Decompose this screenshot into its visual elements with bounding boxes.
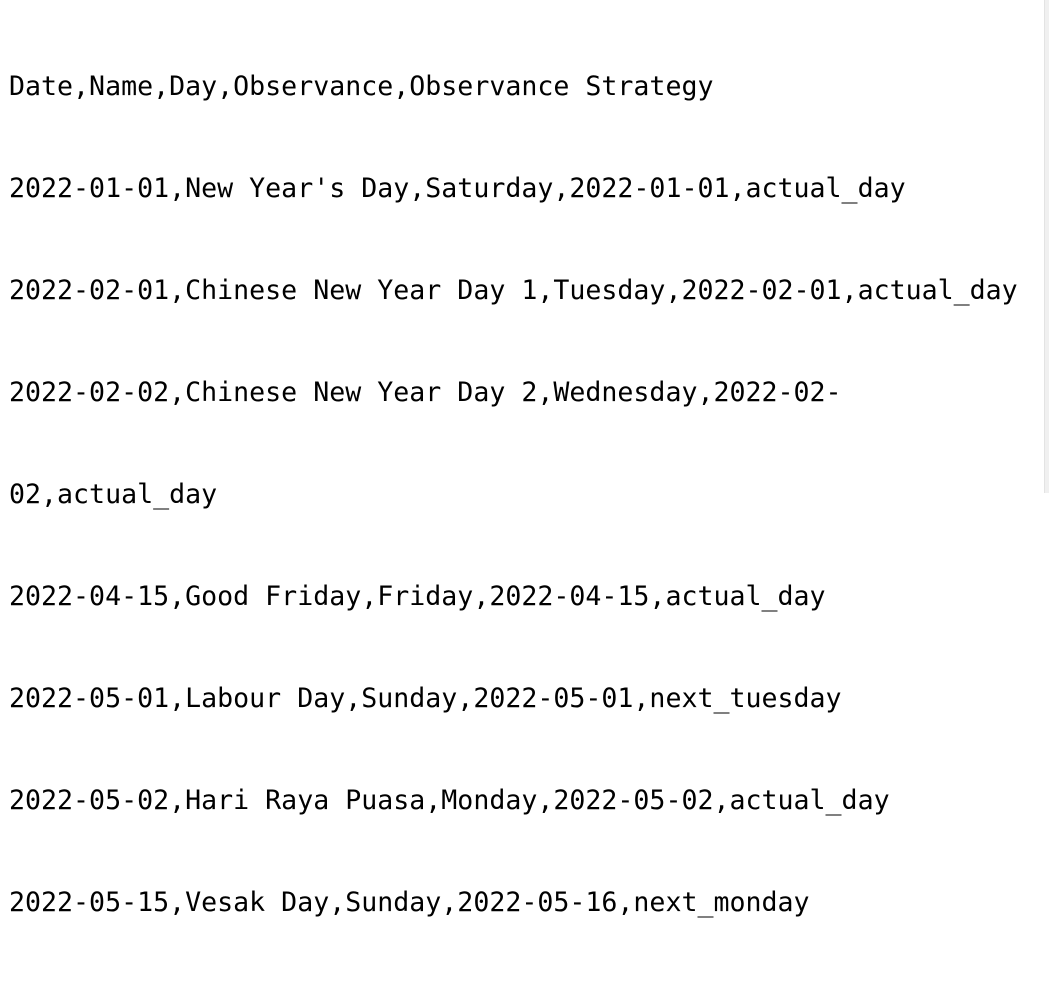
text-editor[interactable]: Date,Name,Day,Observance,Observance Stra…: [0, 0, 1043, 918]
csv-row-vesak-day: 2022-05-15,Vesak Day,Sunday,2022-05-16,n…: [9, 887, 810, 918]
csv-row-new-years-day: 2022-01-01,New Year's Day,Saturday,2022-…: [9, 173, 906, 204]
csv-row-wrapped-continuation: 02,actual_day: [9, 479, 218, 510]
file-content[interactable]: Date,Name,Day,Observance,Observance Stra…: [9, 2, 1018, 986]
csv-header-line: Date,Name,Day,Observance,Observance Stra…: [9, 71, 714, 102]
csv-row-chinese-new-year-day-1: 2022-02-01,Chinese New Year Day 1,Tuesda…: [9, 275, 1018, 306]
csv-row-hari-raya-puasa: 2022-05-02,Hari Raya Puasa,Monday,2022-0…: [9, 785, 890, 816]
vertical-scrollbar[interactable]: [1044, 0, 1049, 493]
csv-row-good-friday: 2022-04-15,Good Friday,Friday,2022-04-15…: [9, 581, 826, 612]
csv-row-labour-day: 2022-05-01,Labour Day,Sunday,2022-05-01,…: [9, 683, 842, 714]
csv-row-chinese-new-year-day-2: 2022-02-02,Chinese New Year Day 2,Wednes…: [9, 377, 842, 408]
